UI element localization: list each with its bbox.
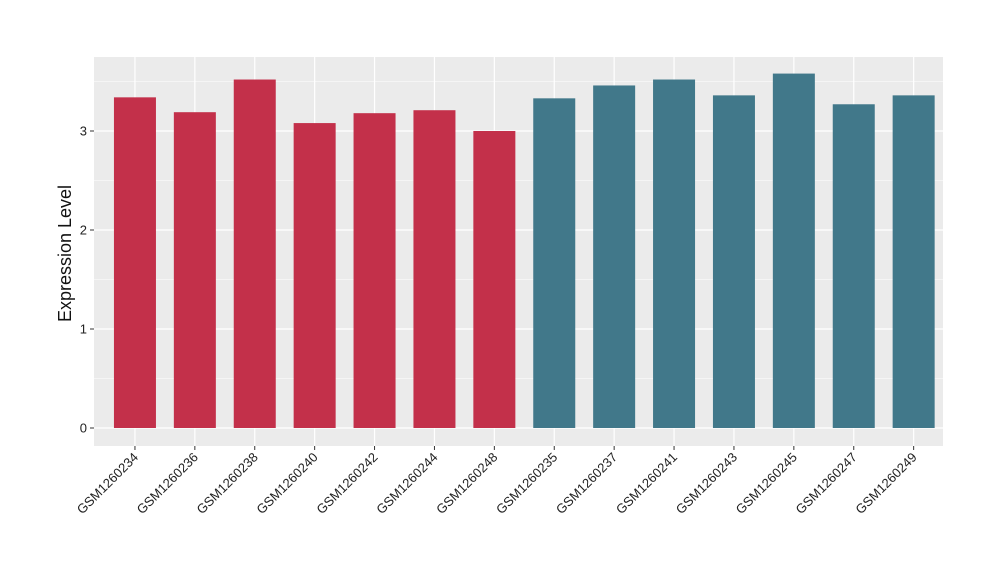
x-tick-label: GSM1260236 xyxy=(134,450,201,517)
bars xyxy=(113,73,935,429)
x-tick-label: GSM1260240 xyxy=(253,450,320,517)
bar-GSM1260234 xyxy=(113,97,156,428)
x-tick-label: GSM1260249 xyxy=(852,450,919,517)
x-tick-label: GSM1260237 xyxy=(553,450,620,517)
y-tick-label: 1 xyxy=(80,322,87,337)
bar-GSM1260238 xyxy=(233,79,276,429)
x-tick-label: GSM1260234 xyxy=(74,450,141,517)
bar-GSM1260247 xyxy=(832,104,875,429)
bar-GSM1260237 xyxy=(593,85,636,429)
bar-GSM1260245 xyxy=(772,73,815,428)
y-tick-label: 3 xyxy=(80,124,87,139)
bar-GSM1260235 xyxy=(533,98,576,428)
x-axis: GSM1260234GSM1260236GSM1260238GSM1260240… xyxy=(74,446,920,517)
bar-GSM1260242 xyxy=(353,113,396,429)
y-tick-label: 0 xyxy=(80,421,87,436)
x-tick-label: GSM1260238 xyxy=(194,450,261,517)
bar-GSM1260248 xyxy=(473,131,516,428)
bar-GSM1260240 xyxy=(293,123,336,428)
x-tick-label: GSM1260247 xyxy=(793,450,860,517)
bar-GSM1260249 xyxy=(892,95,935,429)
x-tick-label: GSM1260242 xyxy=(313,450,380,517)
bar-GSM1260236 xyxy=(173,112,216,428)
plot-panel xyxy=(94,57,943,446)
x-tick-label: GSM1260243 xyxy=(673,450,740,517)
bar-GSM1260243 xyxy=(712,95,755,429)
x-tick-label: GSM1260245 xyxy=(733,450,800,517)
x-tick-label: GSM1260241 xyxy=(613,450,680,517)
y-axis: 0 1 2 3 xyxy=(80,124,94,436)
bar-GSM1260241 xyxy=(653,79,696,429)
bar-GSM1260244 xyxy=(413,110,456,429)
x-tick-label: GSM1260248 xyxy=(433,450,500,517)
y-tick-label: 2 xyxy=(80,223,87,238)
x-tick-label: GSM1260244 xyxy=(373,450,440,517)
y-axis-title: Expression Level xyxy=(55,185,75,322)
x-tick-label: GSM1260235 xyxy=(493,450,560,517)
